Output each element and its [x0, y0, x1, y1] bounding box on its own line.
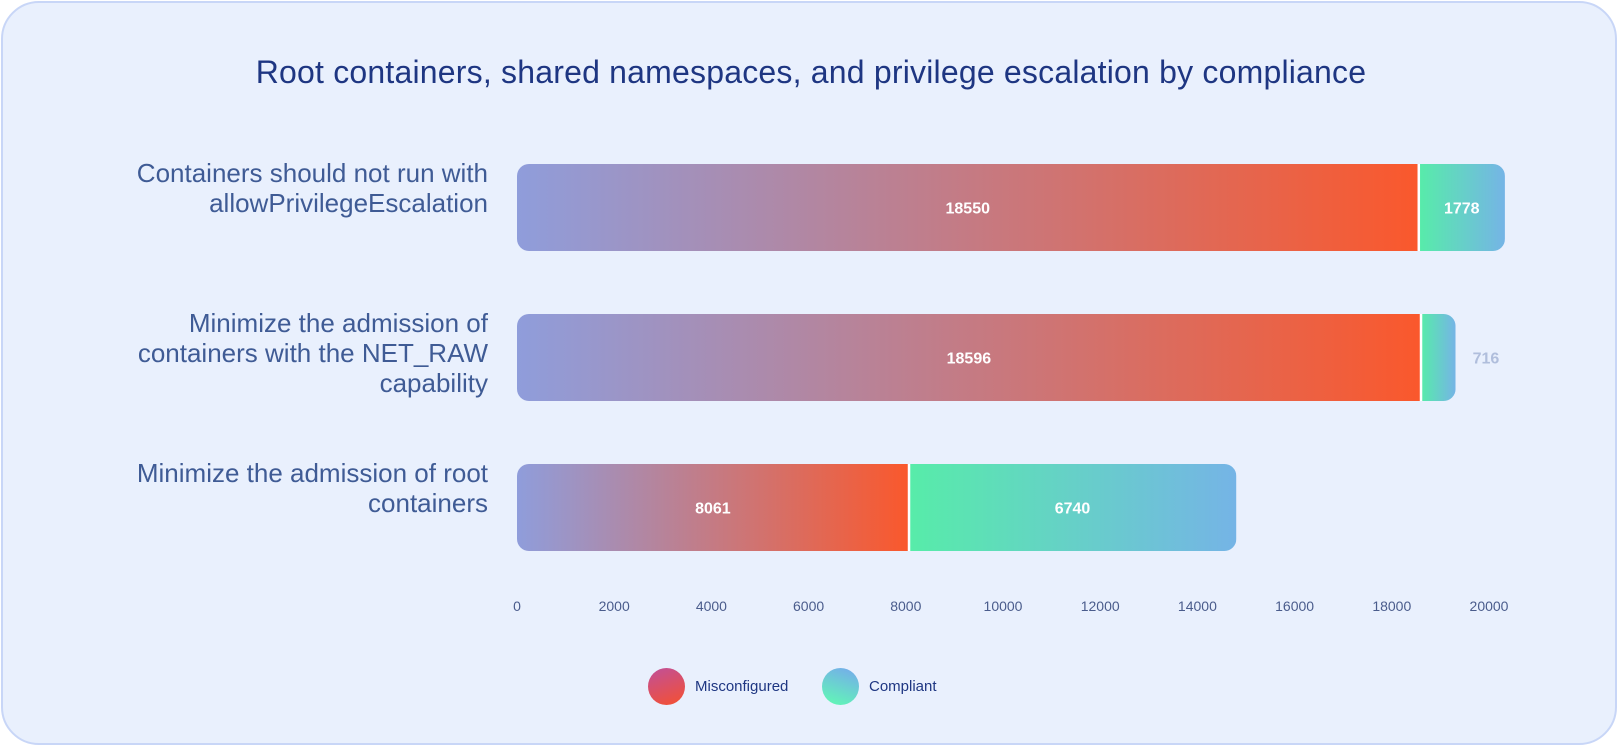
misconfigured-swatch [648, 668, 685, 705]
x-tick-label: 4000 [696, 598, 727, 614]
bar-compliant[interactable] [908, 464, 1237, 551]
value-label-misconfigured: 18596 [947, 351, 992, 368]
bar-separator [1419, 314, 1423, 401]
x-tick-label: 8000 [890, 598, 921, 614]
bar-misconfigured[interactable] [517, 164, 1419, 251]
category-label: Containers should not run with allowPriv… [136, 158, 488, 218]
x-tick-label: 0 [513, 598, 521, 614]
legend-item-misconfigured[interactable]: Misconfigured [648, 668, 788, 705]
legend-label: Misconfigured [695, 678, 789, 695]
bar-compliant[interactable] [1420, 314, 1456, 401]
bar-group [517, 464, 1237, 551]
bar-group [517, 164, 1505, 251]
category-label: Minimize the admission of containers wit… [137, 308, 488, 398]
chart-title: Root containers, shared namespaces, and … [255, 54, 1367, 90]
x-tick-label: 16000 [1275, 598, 1314, 614]
value-label-misconfigured: 8061 [695, 501, 731, 518]
legend-label: Compliant [869, 678, 937, 695]
bar-compliant[interactable] [1418, 164, 1505, 251]
x-tick-label: 20000 [1470, 598, 1509, 614]
x-tick-label: 2000 [599, 598, 630, 614]
bar-separator [1417, 164, 1421, 251]
x-tick-label: 10000 [984, 598, 1023, 614]
value-label-compliant: 716 [1473, 351, 1500, 368]
value-label-misconfigured: 18550 [946, 201, 991, 218]
x-tick-label: 14000 [1178, 598, 1217, 614]
bar-group [517, 314, 1456, 401]
legend-item-compliant[interactable]: Compliant [822, 668, 937, 705]
x-tick-label: 12000 [1081, 598, 1120, 614]
value-label-compliant: 1778 [1444, 201, 1480, 218]
category-label: Minimize the admission of root container… [136, 458, 488, 518]
bar-misconfigured[interactable] [517, 314, 1421, 401]
compliant-swatch [822, 668, 859, 705]
x-tick-label: 6000 [793, 598, 824, 614]
bar-misconfigured[interactable] [517, 464, 909, 551]
bar-separator [907, 464, 911, 551]
value-label-compliant: 6740 [1055, 501, 1091, 518]
x-tick-label: 18000 [1372, 598, 1411, 614]
